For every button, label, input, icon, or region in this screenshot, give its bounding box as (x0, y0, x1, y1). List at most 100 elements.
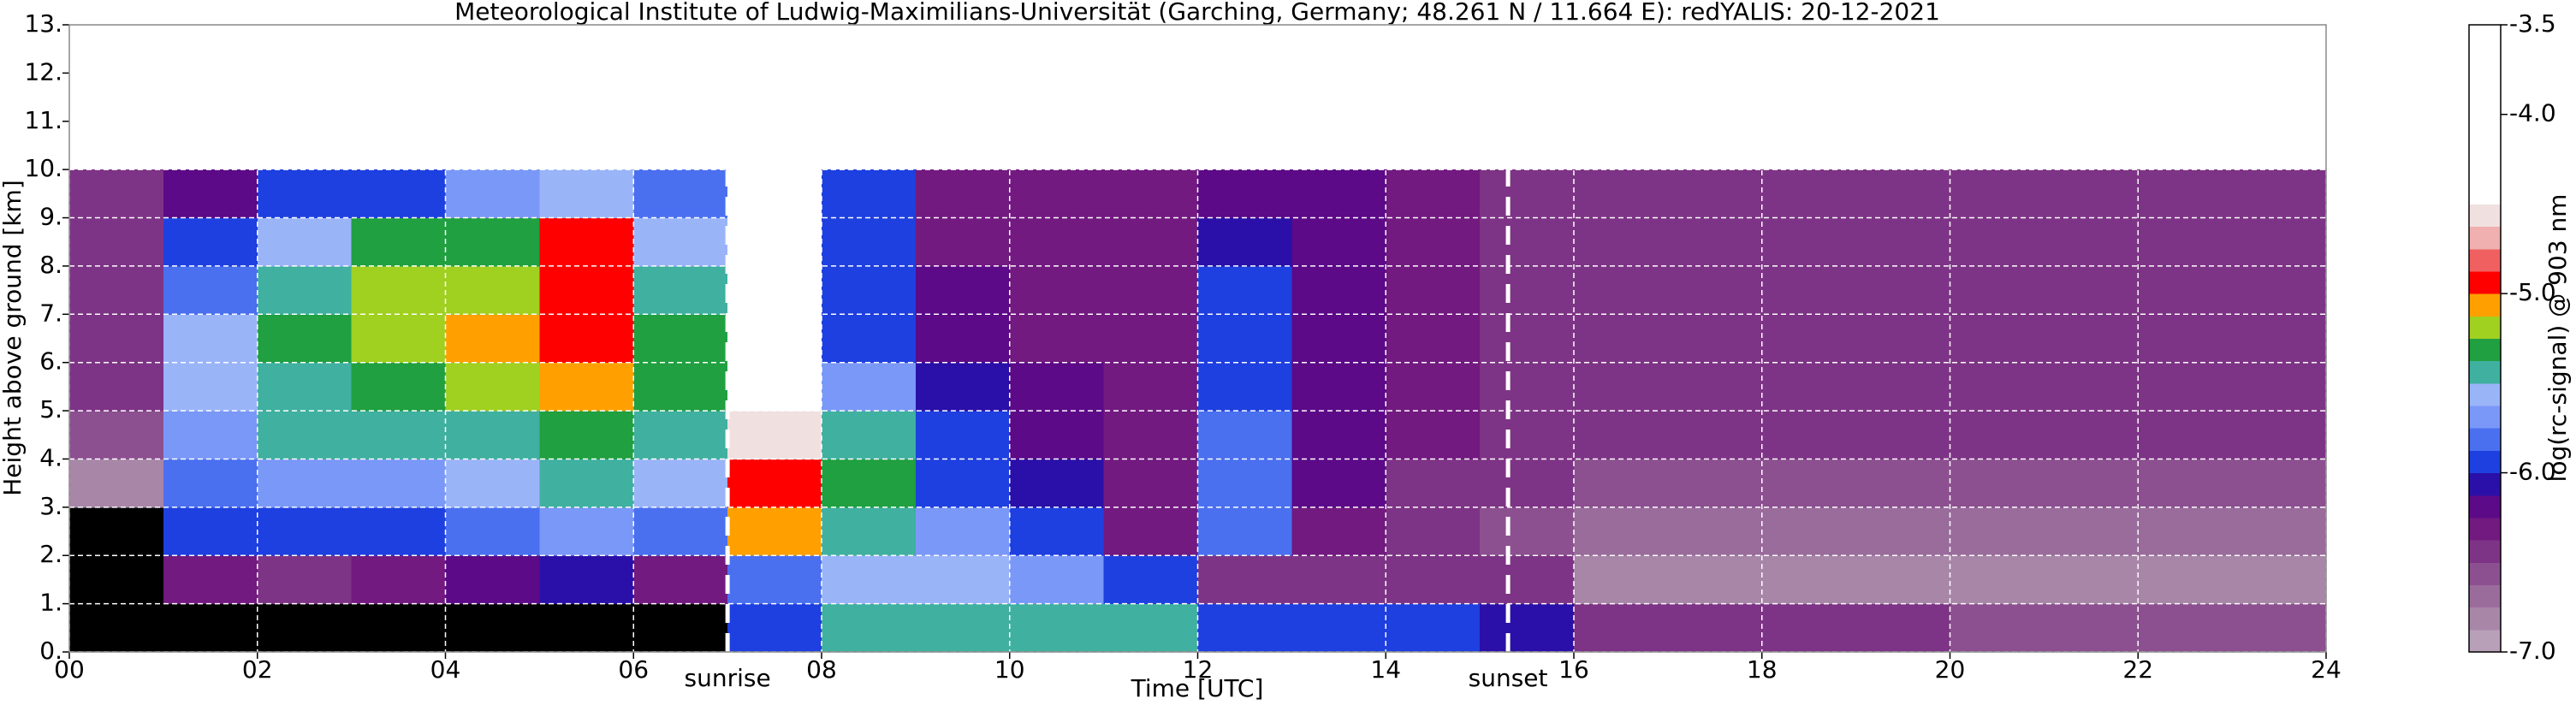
x-tick-label: 04 (430, 655, 461, 684)
heatmap-cell (1480, 362, 1575, 412)
heatmap-cell (1291, 169, 1386, 219)
heatmap-cell (1667, 362, 1763, 412)
heatmap-cell (1291, 459, 1386, 508)
heatmap-cell (1291, 603, 1386, 653)
heatmap-cell (163, 555, 258, 605)
heatmap-cell (1103, 169, 1198, 219)
heatmap-cell (539, 169, 634, 219)
heatmap-cell (1761, 603, 1857, 653)
heatmap-cell (1574, 411, 1669, 459)
colorbar-swatch (2469, 382, 2501, 406)
heatmap-cell (633, 603, 728, 653)
heatmap-cell (1480, 507, 1575, 556)
heatmap-cell (822, 362, 917, 412)
heatmap-cell (351, 362, 446, 412)
heatmap-cell (1009, 362, 1105, 412)
heatmap-cell (633, 411, 728, 459)
heatmap-cell (727, 314, 822, 364)
heatmap-cell (69, 265, 164, 315)
heatmap-cell (1761, 362, 1857, 412)
colorbar-swatch (2469, 226, 2501, 250)
x-tick-label: 12 (1183, 655, 1214, 684)
colorbar-tick-label: -3.5 (2509, 9, 2556, 38)
heatmap-cell (2232, 507, 2327, 556)
heatmap-cell (1386, 603, 1481, 653)
heatmap-cell (1386, 507, 1481, 556)
heatmap-cell (539, 459, 634, 508)
heatmap-cell (822, 507, 917, 556)
heatmap-cell (351, 217, 446, 267)
heatmap-cell (1855, 507, 1950, 556)
heatmap-cell (1574, 265, 1669, 315)
heatmap-cell (915, 265, 1011, 315)
heatmap-cell (2232, 169, 2327, 219)
heatmap-cell (257, 265, 353, 315)
heatmap-cell (69, 507, 164, 556)
heatmap-cell (822, 265, 917, 315)
heatmap-cell (539, 362, 634, 412)
heatmap-cell (539, 507, 634, 556)
heatmap-cell (1386, 459, 1481, 508)
heatmap-cell (1761, 314, 1857, 364)
heatmap-cell (539, 603, 634, 653)
heatmap-cell (69, 314, 164, 364)
y-tick-label: 3. (39, 492, 62, 520)
colorbar-swatch (2469, 428, 2501, 451)
heatmap-cell (1480, 411, 1575, 459)
heatmap-cell (1197, 314, 1292, 364)
heatmap-cell (163, 265, 258, 315)
heatmap-cell (351, 411, 446, 459)
heatmap-cell (2138, 362, 2233, 412)
y-tick-label: 10. (24, 154, 62, 182)
y-tick-label: 12. (24, 57, 62, 86)
heatmap-cell (2138, 217, 2233, 267)
heatmap-cell (2138, 507, 2233, 556)
heatmap-cell (1103, 362, 1198, 412)
heatmap-cell (257, 603, 353, 653)
heatmap-cell (1761, 555, 1857, 605)
y-tick-label: 1. (39, 589, 62, 617)
heatmap-cell (1386, 555, 1481, 605)
heatmap-cell (2232, 265, 2327, 315)
heatmap-cell (1574, 603, 1669, 653)
heatmap-cell (1291, 265, 1386, 315)
y-tick-label: 0. (39, 637, 62, 665)
heatmap-cell (69, 362, 164, 412)
heatmap-cell (1197, 507, 1292, 556)
heatmap-cell (1855, 555, 1950, 605)
heatmap-cell (1667, 314, 1763, 364)
heatmap-cell (633, 555, 728, 605)
heatmap-cell (1103, 217, 1198, 267)
heatmap-cell (2232, 362, 2327, 412)
colorbar-swatch (2469, 248, 2501, 272)
heatmap-cell (1574, 459, 1669, 508)
heatmap-cell (163, 507, 258, 556)
heatmap-cell (822, 217, 917, 267)
heatmap-cell (1386, 411, 1481, 459)
colorbar-tick-label: -7.0 (2509, 637, 2556, 665)
heatmap-cell (445, 169, 540, 219)
heatmap-cell (257, 314, 353, 364)
x-tick-label: 20 (1935, 655, 1966, 684)
heatmap-cell (1291, 362, 1386, 412)
heatmap-cell (915, 459, 1011, 508)
heatmap-cell (1197, 217, 1292, 267)
heatmap-cell (1574, 169, 1669, 219)
colorbar-swatch (2469, 406, 2501, 429)
heatmap-cell (163, 459, 258, 508)
heatmap-cell (1291, 314, 1386, 364)
colorbar-swatch (2469, 69, 2501, 93)
heatmap-cell (727, 169, 822, 219)
heatmap-cell (2044, 217, 2139, 267)
heatmap-cell (257, 362, 353, 412)
colorbar-swatch (2469, 181, 2501, 204)
heatmap-cell (1761, 507, 1857, 556)
heatmap-cell (1855, 603, 1950, 653)
heatmap-cell (1291, 411, 1386, 459)
y-tick-label: 5. (39, 395, 62, 424)
heatmap-cell (351, 555, 446, 605)
heatmap-cell (727, 362, 822, 412)
heatmap-cell (1667, 555, 1763, 605)
heatmap-cell (633, 265, 728, 315)
